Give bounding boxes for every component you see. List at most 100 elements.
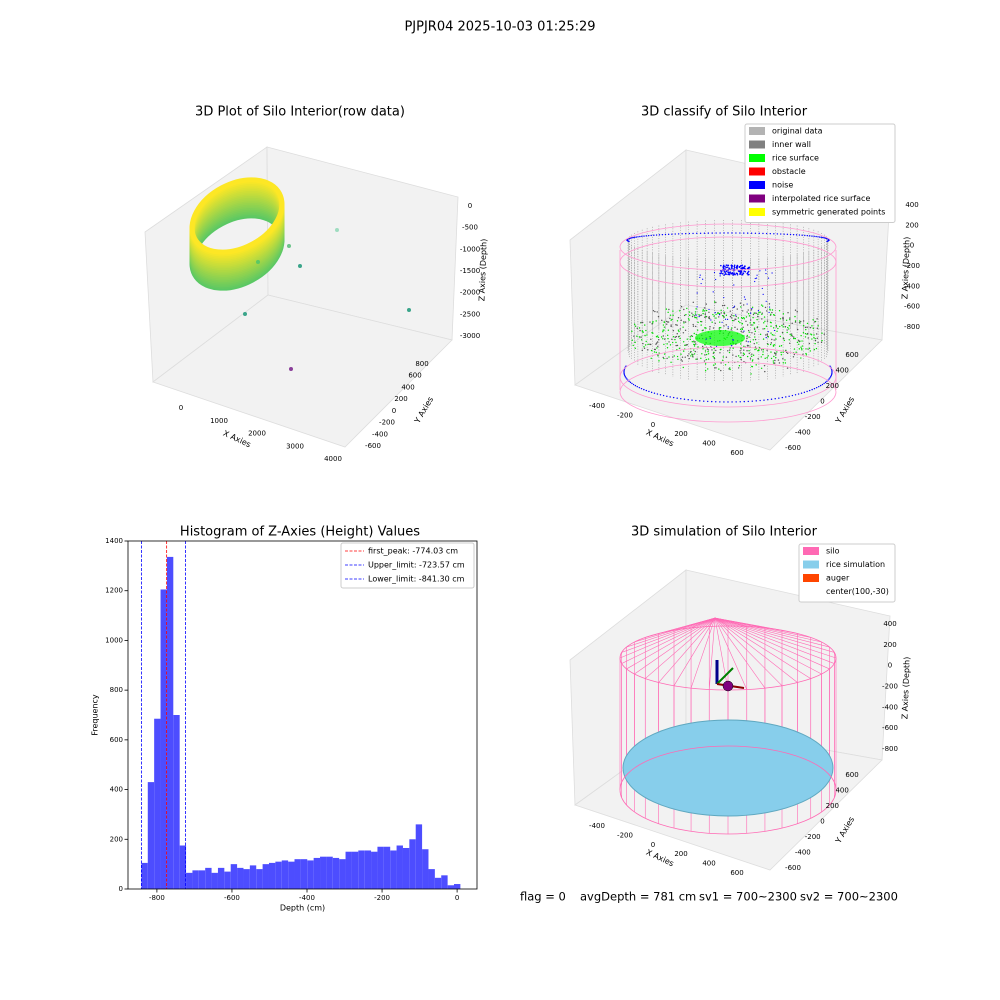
rice-surface [788,339,790,341]
rice-surface [815,333,818,335]
rice-surface [772,344,775,346]
silo-wire [714,617,729,627]
noise [754,232,757,234]
rice-surface [796,328,799,331]
noise [677,233,680,235]
rice-surface [647,349,649,351]
rice-surface [677,358,679,361]
rice-surface [773,334,775,336]
rice-surface [707,353,710,355]
rice-surface [793,353,796,356]
rice-surface [715,301,717,304]
rice-surface [778,345,781,347]
rice-surface [704,354,706,356]
rice-surface [761,312,763,314]
rice-surface [642,342,644,345]
noise [794,394,797,396]
rice-surface [656,347,658,349]
noise [656,393,659,395]
silo-wire [714,617,783,686]
z-tick-label: -600 [904,303,920,311]
rice-surface [801,345,804,347]
rice-surface [745,340,748,342]
noise [823,237,825,239]
noise [707,232,709,234]
legend-swatch [803,560,819,569]
rice-surface [667,311,669,314]
rice-surface [745,316,748,318]
noise [727,264,729,267]
x-tick-label: -200 [617,411,633,419]
rice-surface [669,344,672,346]
rice-surface [638,327,641,329]
rice-surface [667,329,670,331]
noise [691,399,693,401]
noise [709,337,711,339]
rice-surface [641,330,644,332]
rice-surface [737,367,740,369]
silo-wire [714,617,837,659]
rice-surface [750,373,752,375]
rice-surface [742,310,744,312]
rice-surface [747,329,750,332]
noise [713,271,716,274]
rice-surface [757,313,759,315]
noise [773,329,776,332]
bar [332,857,340,889]
rice-surface [702,310,704,312]
y-tick-label: 600 [408,372,421,380]
rice-surface [705,309,708,312]
noise [714,312,716,314]
rice-surface [713,347,715,350]
rice-surface [753,328,756,330]
noise [723,296,725,299]
noise [650,234,652,237]
rice-surface [786,331,788,334]
rice-surface [697,321,699,324]
noise [811,235,813,237]
noise [731,232,733,234]
rice-surface [794,309,797,311]
rice-surface [695,330,745,346]
x-tick-label: 200 [674,430,687,438]
noise [702,278,704,280]
z-tick-label: 400 [905,201,918,209]
rice-surface [672,329,675,332]
rice-surface [773,362,776,364]
z-tick-label: 200 [883,641,896,649]
rice-surface [705,327,707,329]
x-tick-label: 4000 [324,455,342,463]
rice-surface [758,311,760,314]
noise [683,398,686,400]
y-tick-label: 1000 [105,636,123,644]
rice-surface [735,318,737,321]
z-tick-label: -800 [882,745,898,753]
rice-surface [762,338,765,340]
axis-label: X Axies [645,848,676,869]
noise [744,298,746,300]
noise [732,338,734,341]
silo-wire [645,617,716,679]
rice-surface [737,317,740,319]
legend-label: noise [772,181,793,190]
noise [637,236,639,238]
rice-surface [720,327,722,329]
rice-surface [666,357,668,360]
silo-wire [626,617,716,670]
rice-surface [763,322,765,324]
rice-surface [773,339,775,341]
rice-surface [741,328,744,331]
rice-surface [763,364,766,367]
rice-surface [814,339,817,342]
annotation: sv2 = 700~2300 [800,890,898,904]
rice-surface [754,336,756,338]
noise [783,233,785,235]
rice-surface [808,347,811,350]
rice-surface [754,338,757,341]
rice-surface [748,350,750,352]
rice-surface [752,354,755,356]
rice-surface [752,313,755,316]
rice-surface [693,341,695,343]
rice-surface [740,347,742,349]
